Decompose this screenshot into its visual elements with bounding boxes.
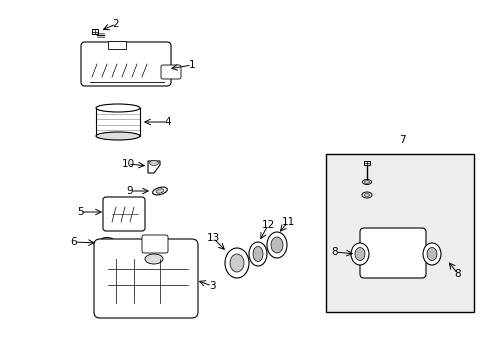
FancyBboxPatch shape	[81, 42, 171, 86]
Bar	[363, 161, 369, 165]
Text: 8: 8	[331, 247, 338, 257]
Ellipse shape	[145, 254, 163, 264]
Text: 9: 9	[126, 186, 133, 196]
Ellipse shape	[224, 248, 248, 278]
Ellipse shape	[270, 237, 283, 253]
Ellipse shape	[364, 194, 369, 197]
Ellipse shape	[96, 132, 140, 140]
Ellipse shape	[266, 232, 286, 258]
Ellipse shape	[364, 180, 369, 184]
Text: 13: 13	[206, 233, 219, 243]
Ellipse shape	[362, 180, 371, 185]
FancyBboxPatch shape	[359, 228, 425, 278]
Bar	[96, 108, 140, 136]
Ellipse shape	[102, 240, 112, 246]
Ellipse shape	[98, 238, 115, 248]
Ellipse shape	[156, 189, 163, 193]
Ellipse shape	[229, 254, 244, 272]
Text: 4: 4	[164, 117, 171, 127]
Ellipse shape	[354, 248, 364, 261]
FancyBboxPatch shape	[103, 197, 145, 231]
Bar	[92, 29, 98, 34]
FancyBboxPatch shape	[142, 235, 168, 253]
Text: 11: 11	[281, 217, 294, 227]
Ellipse shape	[361, 192, 371, 198]
Bar	[108, 41, 126, 49]
Bar	[325, 154, 473, 312]
Text: 2: 2	[112, 19, 119, 29]
Ellipse shape	[152, 187, 167, 195]
Text: 3: 3	[208, 281, 215, 291]
Text: 6: 6	[71, 237, 77, 247]
Ellipse shape	[426, 248, 436, 261]
Ellipse shape	[248, 242, 266, 266]
Text: 8: 8	[454, 269, 460, 279]
Polygon shape	[148, 161, 160, 173]
Ellipse shape	[350, 243, 368, 265]
FancyBboxPatch shape	[94, 239, 198, 318]
Text: 10: 10	[121, 159, 134, 169]
Text: 12: 12	[261, 220, 274, 230]
Ellipse shape	[252, 247, 263, 261]
Ellipse shape	[422, 243, 440, 265]
Text: 1: 1	[188, 60, 195, 70]
FancyBboxPatch shape	[161, 65, 181, 79]
Text: 7: 7	[398, 135, 405, 145]
Ellipse shape	[96, 104, 140, 112]
Ellipse shape	[149, 161, 158, 166]
Text: 5: 5	[77, 207, 83, 217]
